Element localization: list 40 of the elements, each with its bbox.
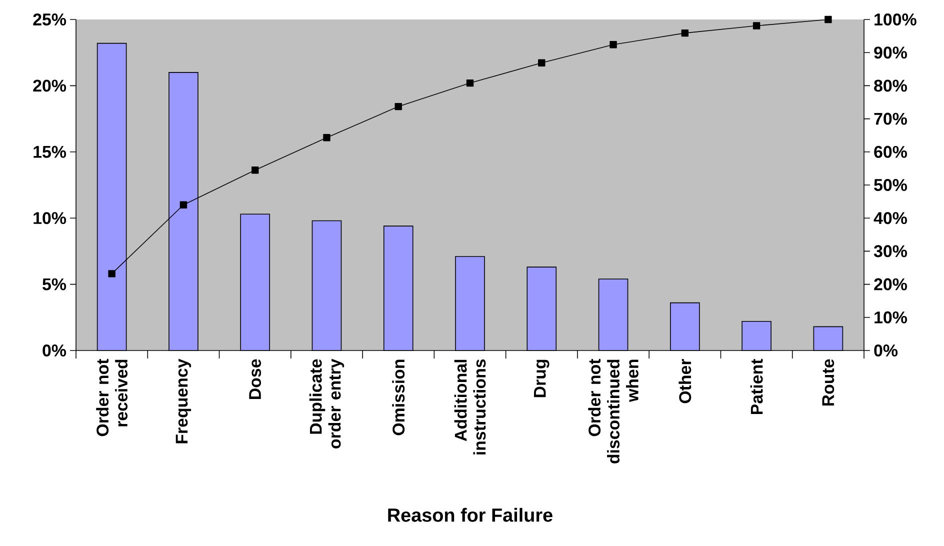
x-tick-label: Frequency [176, 358, 192, 444]
y-tick-label: 15% [34, 146, 66, 158]
point [681, 29, 689, 37]
point [323, 134, 330, 142]
y-tick-label: 5% [42, 278, 66, 290]
y-tick-label: 10% [34, 212, 66, 224]
y-tick-label: 20% [33, 80, 66, 92]
y2-tick-label: 40% [874, 212, 907, 224]
x-tick-label: Duplicate order entry [309, 358, 344, 448]
point [108, 270, 116, 278]
x-tick-label: Order not received [96, 358, 128, 436]
y2-tick-label: 30% [874, 245, 907, 258]
y2-tick-label: 50% [874, 179, 907, 191]
y2-tick-label: 0% [874, 344, 898, 356]
y2-tick-label: 20% [874, 278, 907, 290]
x-tick-label: Omission [392, 360, 405, 436]
x-axis-title: Reason for Failure [388, 508, 552, 522]
y2-tick-label: 60% [874, 146, 907, 158]
point [251, 166, 259, 174]
x-tick-label: Dose [249, 359, 262, 399]
x-tick-label: Route [822, 359, 834, 406]
y2-tick-label: 70% [874, 112, 907, 125]
point [466, 79, 474, 87]
point [538, 59, 546, 66]
y-tick-label: 0% [42, 344, 66, 356]
x-tick-label: Additional instructions [454, 359, 486, 454]
point [394, 102, 402, 110]
y2-tick-label: 100% [874, 13, 916, 26]
x-tick-label: Other [678, 358, 692, 404]
x-tick-label: Patient [750, 358, 763, 414]
y2-tick-label: 10% [874, 311, 907, 324]
point [610, 41, 617, 48]
point [752, 22, 760, 30]
x-tick-label: Drug [534, 360, 550, 398]
x-tick-label: Order not discontinued when [588, 358, 638, 464]
point [824, 16, 832, 24]
y2-tick-label: 90% [874, 46, 907, 59]
point [180, 201, 188, 208]
y-tick-label: 25% [33, 14, 66, 26]
y2-tick-label: 80% [874, 80, 907, 92]
